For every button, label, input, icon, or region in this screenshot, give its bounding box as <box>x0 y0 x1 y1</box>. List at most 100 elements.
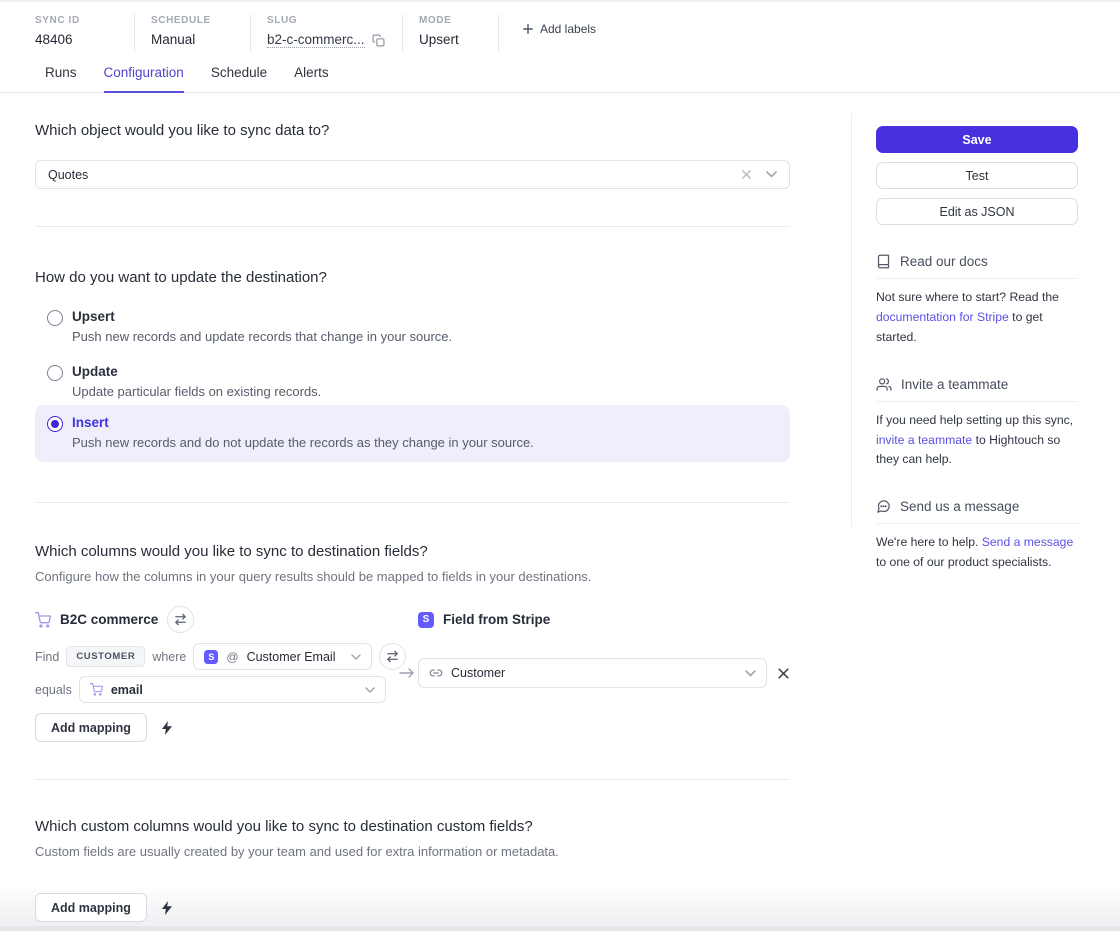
object-select-value: Quotes <box>48 167 89 182</box>
meta-label: SLUG <box>267 15 298 26</box>
bottom-fade <box>0 885 1120 931</box>
meta-label: SCHEDULE <box>151 15 211 26</box>
chevron-down-icon[interactable] <box>766 171 777 178</box>
mode-radio-group: Upsert Push new records and update recor… <box>35 309 790 462</box>
where-field-value: Customer Email <box>246 649 336 664</box>
arrow-right-icon <box>398 668 415 678</box>
radio-option-update[interactable]: Update Update particular fields on exist… <box>47 364 790 399</box>
mapping-header-row: B2C commerce S Field from Stripe <box>35 606 790 633</box>
destination-field-label: Field from Stripe <box>443 612 551 627</box>
find-label: Find <box>35 649 60 664</box>
custom-section-subtitle: Custom fields are usually created by you… <box>35 844 559 859</box>
destination-field-value: Customer <box>451 666 506 680</box>
radio-label: Update <box>72 364 118 379</box>
invite-title: Invite a teammate <box>901 376 1009 392</box>
chevron-down-icon <box>745 669 756 677</box>
meta-label: SYNC ID <box>35 15 80 26</box>
equals-label: equals <box>35 682 72 697</box>
where-field-select[interactable]: S @ Customer Email <box>193 643 373 670</box>
invite-text: If you need help setting up this sync, i… <box>876 411 1078 471</box>
plus-icon <box>523 24 533 34</box>
swap-match-button[interactable] <box>379 643 407 670</box>
mapping-section-title: Which columns would you like to sync to … <box>35 543 428 560</box>
sidebar: Save Test Edit as JSON Read our docs Not… <box>876 113 1078 573</box>
message-text-part: to one of our product specialists. <box>876 555 1052 570</box>
tab-schedule[interactable]: Schedule <box>210 65 268 80</box>
lightning-icon[interactable] <box>161 720 172 735</box>
mapping-section-subtitle: Configure how the columns in your query … <box>35 569 592 584</box>
bottom-edge <box>0 926 1120 931</box>
remove-mapping-icon[interactable] <box>777 667 790 680</box>
docs-section: Read our docs Not sure where to start? R… <box>876 254 1078 348</box>
meta-schedule: SCHEDULE Manual <box>135 14 251 52</box>
radio-option-insert[interactable]: Insert Push new records and do not updat… <box>35 405 790 462</box>
meta-mode: MODE Upsert <box>403 14 499 52</box>
message-title: Send us a message <box>900 499 1020 515</box>
add-custom-mapping-button[interactable]: Add mapping <box>35 893 147 922</box>
meta-value: 48406 <box>35 32 73 47</box>
meta-slug: SLUG b2-c-commerc... <box>251 14 403 52</box>
lightning-icon[interactable] <box>161 900 172 915</box>
clear-icon[interactable] <box>741 169 752 180</box>
tab-runs[interactable]: Runs <box>45 65 77 80</box>
radio-icon-selected[interactable] <box>47 416 63 432</box>
radio-description: Update particular fields on existing rec… <box>72 384 322 399</box>
users-icon <box>876 377 892 392</box>
tab-alerts[interactable]: Alerts <box>294 65 329 80</box>
message-link[interactable]: Send a message <box>981 535 1074 550</box>
section-divider <box>35 779 790 780</box>
sync-meta-bar: SYNC ID 48406 SCHEDULE Manual SLUG b2-c-… <box>0 0 1120 52</box>
invite-link[interactable]: invite a teammate <box>876 432 973 447</box>
tab-configuration[interactable]: Configuration <box>103 65 184 93</box>
docs-title: Read our docs <box>900 254 988 269</box>
top-border <box>0 0 1120 2</box>
book-icon <box>876 254 891 269</box>
source-model-label: B2C commerce <box>60 612 159 627</box>
meta-value: Manual <box>151 32 196 47</box>
add-mapping-button[interactable]: Add mapping <box>35 713 147 742</box>
docs-text-part: Not sure where to start? Read the <box>876 290 1059 304</box>
edit-as-json-button[interactable]: Edit as JSON <box>876 198 1078 225</box>
radio-description: Push new records and do not update the r… <box>72 435 534 450</box>
add-labels-button[interactable]: Add labels <box>523 22 596 36</box>
radio-label: Upsert <box>72 309 115 324</box>
record-type-badge: CUSTOMER <box>66 646 146 667</box>
stripe-icon: S <box>418 611 434 628</box>
configuration-panel: Which object would you like to sync data… <box>35 97 790 922</box>
cart-icon <box>89 683 103 696</box>
custom-section-title: Which custom columns would you like to s… <box>35 818 533 835</box>
docs-text: Not sure where to start? Read the docume… <box>876 288 1078 348</box>
slug-link[interactable]: b2-c-commerc... <box>267 32 365 48</box>
section-divider <box>35 226 790 227</box>
message-section: Send us a message We're here to help. Se… <box>876 499 1078 573</box>
radio-option-upsert[interactable]: Upsert Push new records and update recor… <box>47 309 790 344</box>
email-type-icon: @ <box>226 649 239 664</box>
docs-text-part: to get started. <box>876 309 1043 344</box>
radio-label: Insert <box>72 415 109 430</box>
radio-description: Push new records and update records that… <box>72 329 453 344</box>
link-icon <box>429 666 443 680</box>
add-labels-label: Add labels <box>540 22 597 36</box>
save-button[interactable]: Save <box>876 126 1078 153</box>
equals-column-value: email <box>110 682 143 697</box>
invite-text-part: to Hightouch so they can help. <box>876 432 1061 467</box>
swap-source-button[interactable] <box>167 606 195 633</box>
object-section-title: Which object would you like to sync data… <box>35 122 330 139</box>
docs-link[interactable]: documentation for Stripe <box>876 309 1009 324</box>
tab-bar: Runs Configuration Schedule Alerts <box>0 65 1120 93</box>
add-custom-mapping-row: Add mapping <box>35 893 790 922</box>
stripe-icon: S <box>204 649 219 664</box>
meta-value: Upsert <box>419 32 459 47</box>
equals-column-select[interactable]: email <box>78 676 386 703</box>
object-select[interactable]: Quotes <box>35 160 790 189</box>
copy-icon[interactable] <box>372 34 385 47</box>
chevron-down-icon <box>351 653 362 660</box>
where-label: where <box>152 649 187 664</box>
test-button[interactable]: Test <box>876 162 1078 189</box>
sidebar-divider <box>851 113 852 527</box>
radio-icon[interactable] <box>47 365 63 381</box>
add-mapping-row: Add mapping <box>35 713 790 742</box>
invite-section: Invite a teammate If you need help setti… <box>876 377 1078 471</box>
destination-field-select[interactable]: Customer <box>418 658 767 688</box>
radio-icon[interactable] <box>47 310 63 326</box>
